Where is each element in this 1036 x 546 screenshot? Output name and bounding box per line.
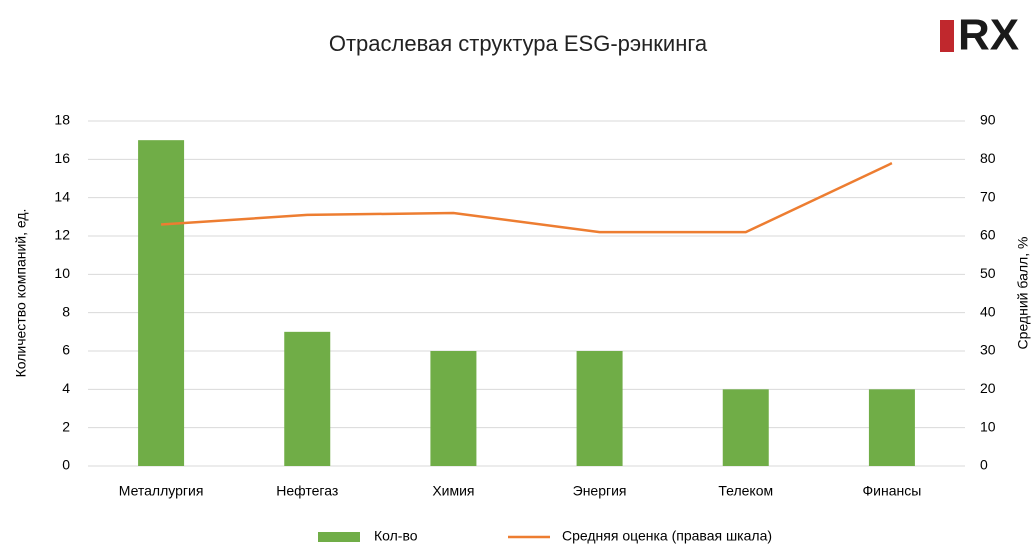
y-tick-label: 18 [54, 112, 70, 128]
x-tick-label: Энергия [573, 483, 627, 499]
y2-tick-label: 0 [980, 457, 988, 473]
bar [576, 351, 623, 466]
y-tick-label: 4 [62, 380, 70, 396]
bar [284, 331, 331, 466]
y2-axis-label: Средний балл, % [1015, 237, 1031, 350]
bar [430, 351, 477, 466]
chart-title: Отраслевая структура ESG-рэнкинга [329, 31, 708, 56]
y2-tick-label: 60 [980, 227, 996, 243]
bar [138, 140, 185, 466]
legend-label: Средняя оценка (правая шкала) [562, 528, 772, 544]
y2-tick-label: 50 [980, 265, 996, 281]
y-tick-label: 10 [54, 265, 70, 281]
legend-swatch [318, 532, 360, 542]
logo-stripe [940, 20, 954, 52]
line [161, 162, 893, 234]
y2-tick-label: 10 [980, 418, 996, 434]
x-tick-label: Финансы [863, 483, 922, 499]
y-tick-label: 14 [54, 188, 70, 204]
y2-tick-label: 80 [980, 150, 996, 166]
y2-tick-label: 30 [980, 342, 996, 358]
y-tick-label: 6 [62, 342, 70, 358]
y-tick-label: 2 [62, 418, 70, 434]
x-tick-label: Металлургия [119, 483, 204, 499]
legend-label: Кол-во [374, 528, 418, 544]
y-tick-label: 12 [54, 227, 70, 243]
y2-tick-label: 90 [980, 112, 996, 128]
y-axis-label: Количество компаний, ед. [13, 209, 29, 378]
y2-tick-label: 40 [980, 303, 996, 319]
bar [868, 389, 915, 466]
y2-tick-label: 20 [980, 380, 996, 396]
y-tick-label: 16 [54, 150, 70, 166]
y-tick-label: 8 [62, 303, 70, 319]
y-tick-label: 0 [62, 457, 70, 473]
x-tick-label: Химия [432, 483, 474, 499]
x-tick-label: Телеком [718, 483, 773, 499]
logo: RX [958, 11, 1019, 60]
y2-tick-label: 70 [980, 188, 996, 204]
bar [722, 389, 769, 466]
x-tick-label: Нефтегаз [276, 483, 338, 499]
